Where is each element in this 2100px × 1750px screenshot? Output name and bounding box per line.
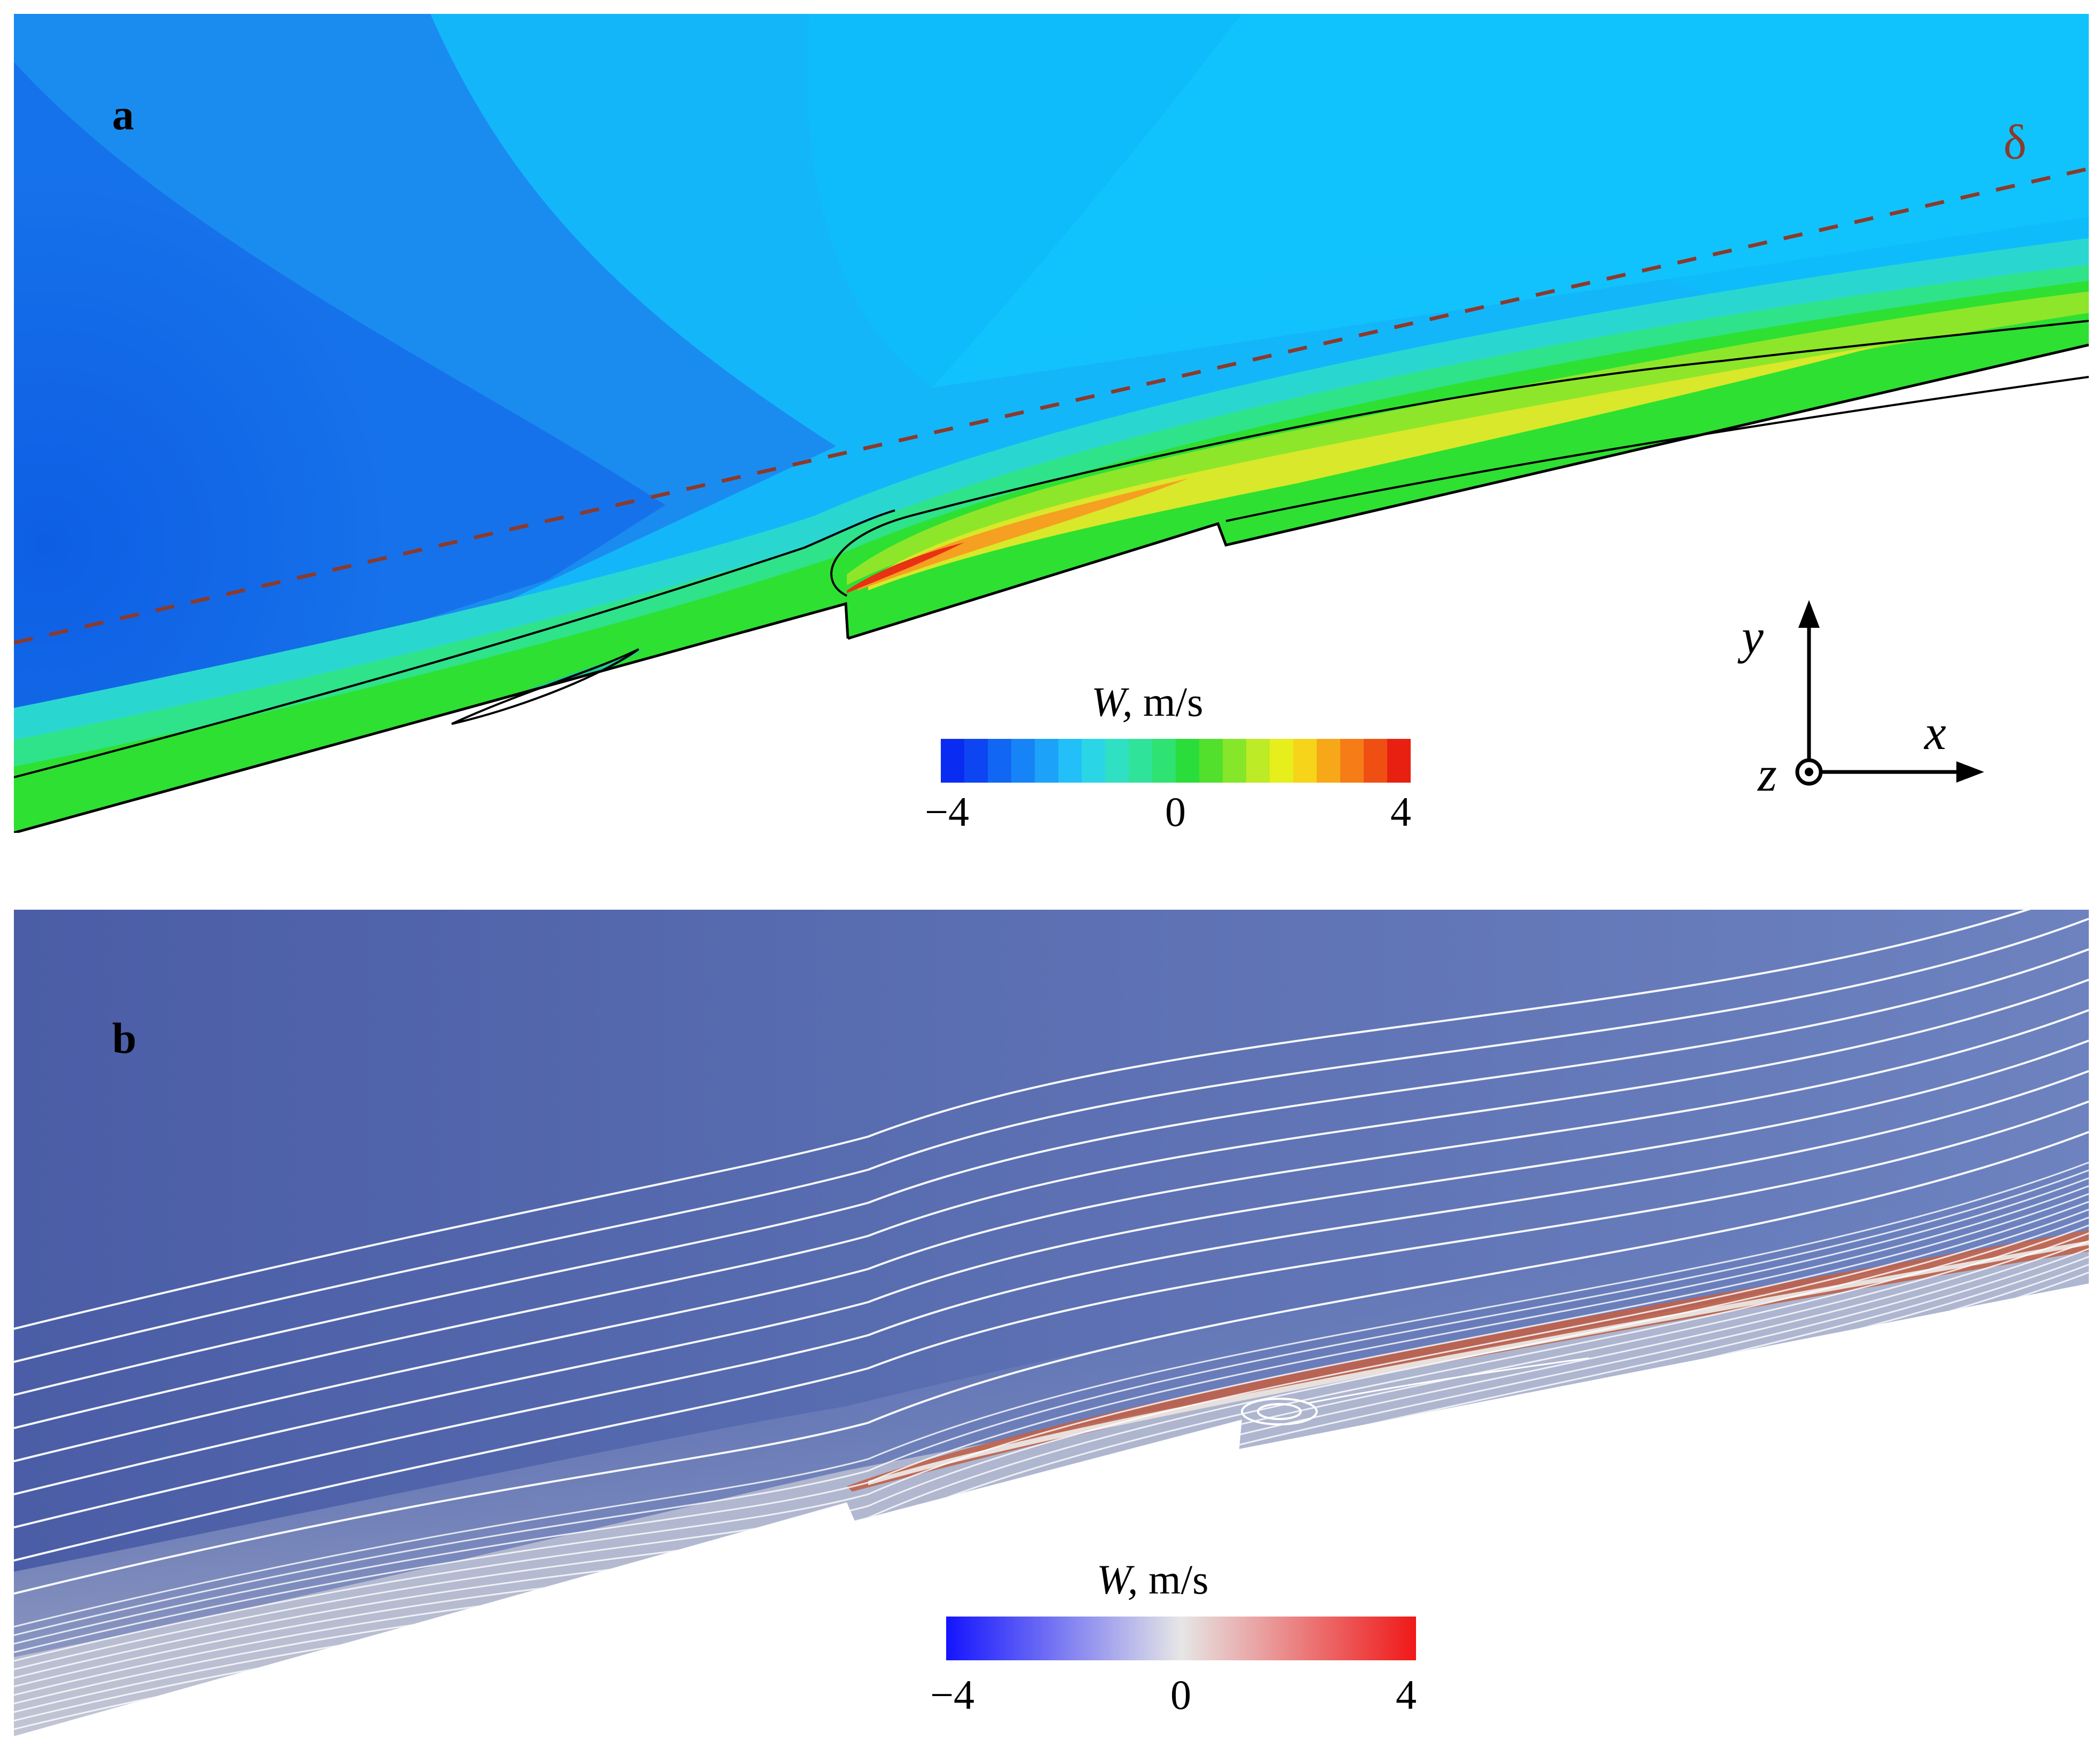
colorbar-a-level xyxy=(1364,739,1388,783)
panel-a-colorbar: W, m/s −4 0 4 xyxy=(925,681,1411,841)
colorbar-a-level xyxy=(1293,739,1317,783)
colorbar-a-level xyxy=(941,739,965,783)
streamline xyxy=(14,1100,2089,1562)
colorbar-a-level xyxy=(1035,739,1059,783)
colorbar-a-level xyxy=(1082,739,1106,783)
colorbar-b-tick-mid: 0 xyxy=(1170,1672,1191,1718)
colorbar-a-level xyxy=(1317,739,1341,783)
streamline xyxy=(14,1070,2089,1528)
colorbar-a-level xyxy=(1270,739,1294,783)
colorbar-b-scale xyxy=(946,1617,1416,1660)
streamline xyxy=(14,1039,2089,1495)
axis-label-x: x xyxy=(1924,705,1946,760)
colorbar-a-level xyxy=(1058,739,1082,783)
streamline xyxy=(14,1185,2089,1653)
axis-label-y: y xyxy=(1742,609,1764,664)
colorbar-a-level xyxy=(964,739,988,783)
streamline xyxy=(14,1193,2089,1662)
panel-b-colorbar: W, m/s −4 0 4 xyxy=(930,1559,1417,1724)
colorbar-a-level xyxy=(1129,739,1153,783)
streamline xyxy=(14,1009,2089,1462)
wall-outline xyxy=(14,343,2089,833)
colorbar-a-tick-max: 4 xyxy=(1390,789,1411,835)
colorbar-b-unit: m/s xyxy=(1148,1556,1209,1603)
colorbar-a-unit: m/s xyxy=(1143,679,1204,725)
colorbar-a-tick-mid: 0 xyxy=(1165,789,1186,835)
streamline xyxy=(14,1201,2089,1670)
panel-b-field xyxy=(14,910,2089,1736)
colorbar-a-level xyxy=(1223,739,1247,783)
streamline xyxy=(14,1131,2089,1595)
colorbar-a-level xyxy=(1152,739,1176,783)
streamline xyxy=(14,918,2089,1363)
zero-contour-jet xyxy=(830,320,2089,597)
recirculation-vortex xyxy=(1241,1357,1590,1425)
axes-triad xyxy=(1795,600,1984,786)
colorbar-b-tick-max: 4 xyxy=(1396,1672,1417,1718)
colorbar-a-level xyxy=(1387,739,1411,783)
panel-a-field xyxy=(14,14,2089,833)
axis-label-z: z xyxy=(1758,747,1777,801)
colorbar-a-tick-min: −4 xyxy=(925,789,969,835)
streamline xyxy=(14,948,2089,1396)
panel-a-letter: a xyxy=(112,90,134,139)
streamline xyxy=(14,1169,2089,1636)
panel-b-letter: b xyxy=(112,1014,137,1062)
zero-contour-lower xyxy=(1225,376,2089,522)
colorbar-a-variable: W, xyxy=(1091,679,1133,725)
streamline xyxy=(14,1161,2089,1628)
delta-label: δ xyxy=(2003,115,2027,169)
colorbar-a-level xyxy=(988,739,1012,783)
panel-a-contour-plot: a δ y x z W, m/s −4 0 4 xyxy=(14,14,2089,833)
colorbar-a-level xyxy=(1246,739,1270,783)
colorbar-b-title: W, m/s xyxy=(1097,1559,1209,1601)
panel-b-streamline-plot: b W, m/s −4 0 4 xyxy=(14,910,2089,1736)
colorbar-a-level xyxy=(1340,739,1364,783)
colorbar-b-variable: W, xyxy=(1097,1556,1138,1603)
colorbar-a-scale xyxy=(941,739,1411,783)
colorbar-a-level xyxy=(1176,739,1200,783)
colorbar-a-level xyxy=(1105,739,1129,783)
colorbar-a-level xyxy=(1199,739,1223,783)
streamline xyxy=(14,979,2089,1429)
zero-contour-upper xyxy=(14,509,895,778)
colorbar-a-title: W, m/s xyxy=(1091,681,1204,723)
delta-dashed-line xyxy=(14,167,2089,645)
colorbar-a-level xyxy=(1011,739,1035,783)
colorbar-b-tick-min: −4 xyxy=(930,1672,974,1718)
streamline xyxy=(14,910,2089,1330)
streamline xyxy=(14,1177,2089,1645)
zero-contour-closed xyxy=(451,648,640,725)
panel-a-contour-bands xyxy=(14,14,2089,833)
